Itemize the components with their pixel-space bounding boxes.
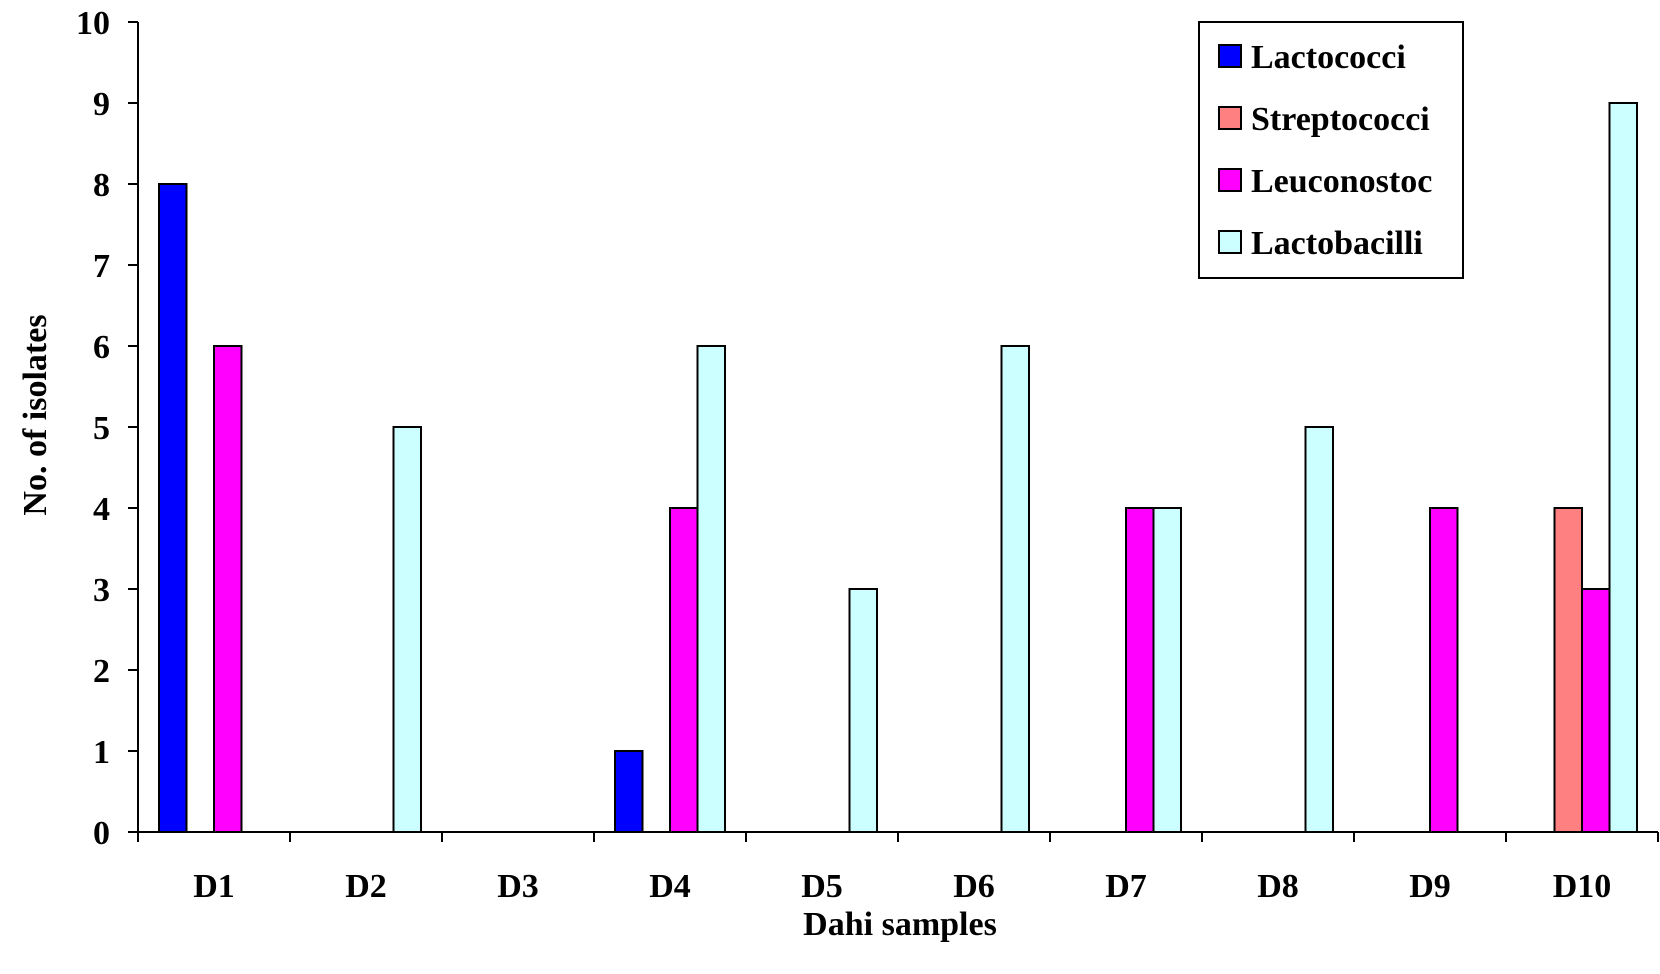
bars-layer <box>158 102 1638 833</box>
y-tick-label: 9 <box>93 86 110 123</box>
bar-lactobacilli-d10 <box>1608 102 1638 833</box>
legend-swatch-lactococci <box>1218 44 1242 68</box>
x-axis-title: Dahi samples <box>803 906 997 943</box>
bar-leuconostoc-d10 <box>1581 588 1611 833</box>
y-tick-label: 7 <box>93 248 110 285</box>
x-tick-label: D7 <box>1105 868 1147 905</box>
bar-lactobacilli-d5 <box>848 588 878 833</box>
legend-label-lactococci: Lactococci <box>1251 39 1406 76</box>
y-tick-label: 5 <box>93 410 110 447</box>
x-tick-label: D2 <box>345 868 387 905</box>
bar-lactococci-d4 <box>614 750 644 833</box>
legend-swatch-streptococci <box>1218 106 1242 130</box>
legend-label-streptococci: Streptococci <box>1251 101 1430 138</box>
bar-lactobacilli-d6 <box>1000 345 1030 833</box>
y-tick-label: 6 <box>93 329 110 366</box>
x-tick-label: D10 <box>1553 868 1612 905</box>
legend-swatch-leuconostoc <box>1218 168 1242 192</box>
legend: Lactococci Streptococci Leuconostoc Lactoba… <box>1198 21 1464 279</box>
y-tick-label: 2 <box>93 653 110 690</box>
bar-leuconostoc-d7 <box>1125 507 1155 833</box>
y-tick-label: 0 <box>93 815 110 852</box>
legend-label-leuconostoc: Leuconostoc <box>1251 163 1432 200</box>
axes-layer: 0 1 2 3 4 5 6 7 8 9 10 D1 D2 D3 D4 D5 D6 D7 D8 D9 D10 <box>76 5 1659 905</box>
y-tick-label: 10 <box>76 5 110 42</box>
y-tick-label: 3 <box>93 572 110 609</box>
x-tick-label: D1 <box>193 868 235 905</box>
bar-leuconostoc-d4 <box>669 507 699 833</box>
x-tick-label: D9 <box>1409 868 1451 905</box>
bar-lactococci-d1 <box>158 183 188 833</box>
legend-box <box>1198 21 1464 279</box>
y-tick-label: 8 <box>93 167 110 204</box>
y-tick-label: 1 <box>93 734 110 771</box>
bar-lactobacilli-d8 <box>1304 426 1334 833</box>
bar-lactobacilli-d4 <box>696 345 726 833</box>
x-tick-label: D6 <box>953 868 995 905</box>
bar-leuconostoc-d1 <box>213 345 243 833</box>
legend-swatch-lactobacilli <box>1218 230 1242 254</box>
y-tick-label: 4 <box>93 491 110 528</box>
bar-streptococci-d10 <box>1553 507 1583 833</box>
x-tick-label: D3 <box>497 868 539 905</box>
x-tick-label: D5 <box>801 868 843 905</box>
bar-lactobacilli-d7 <box>1152 507 1182 833</box>
bar-leuconostoc-d9 <box>1429 507 1459 833</box>
bar-lactobacilli-d2 <box>392 426 422 833</box>
x-tick-label: D4 <box>649 868 691 905</box>
y-axis-title: No. of isolates <box>17 314 54 515</box>
legend-label-lactobacilli: Lactobacilli <box>1251 225 1423 262</box>
x-tick-label: D8 <box>1257 868 1299 905</box>
